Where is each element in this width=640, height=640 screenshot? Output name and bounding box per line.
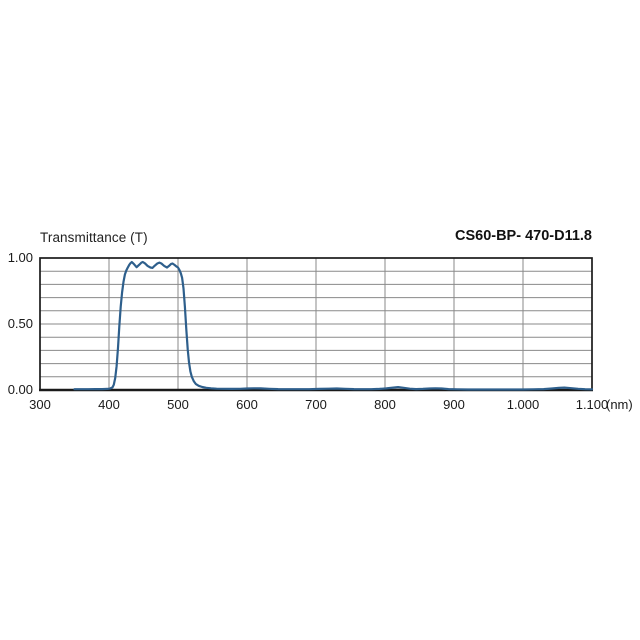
y-axis-title: Transmittance (T) bbox=[40, 230, 148, 245]
x-tick-label: 700 bbox=[305, 397, 327, 412]
x-tick-label: 1.100 bbox=[575, 397, 609, 412]
x-tick-label: 300 bbox=[29, 397, 51, 412]
y-tick-label: 0.50 bbox=[7, 316, 33, 331]
x-tick-label: 900 bbox=[443, 397, 465, 412]
x-tick-label: 400 bbox=[98, 397, 120, 412]
y-tick-label: 0.00 bbox=[7, 382, 33, 397]
plot-area bbox=[39, 257, 594, 392]
x-tick-label: 800 bbox=[374, 397, 396, 412]
transmittance-curve bbox=[73, 260, 594, 391]
y-tick-label: 1.00 bbox=[7, 250, 33, 265]
x-tick-label: 500 bbox=[167, 397, 189, 412]
transmittance-spectrum-plot bbox=[39, 257, 594, 392]
product-label: CS60-BP- 470-D11.8 bbox=[454, 228, 592, 244]
x-axis-unit-label: (nm) bbox=[606, 397, 633, 412]
x-tick-label: 1.000 bbox=[506, 397, 540, 412]
x-tick-label: 600 bbox=[236, 397, 258, 412]
